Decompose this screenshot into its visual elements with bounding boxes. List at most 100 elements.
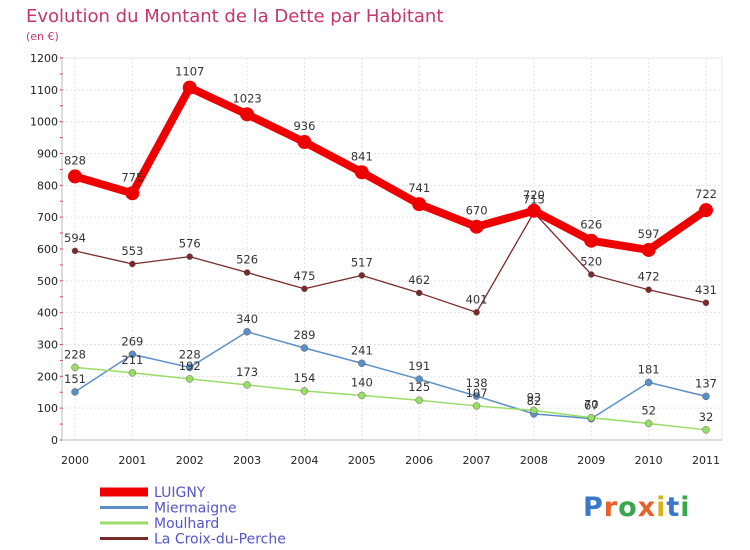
data-point-la-croix-du-perche xyxy=(358,272,366,279)
data-point-moulhard xyxy=(128,369,137,377)
data-point-luigny xyxy=(641,242,656,257)
x-tick-label: 2001 xyxy=(118,454,146,467)
data-label-luigny: 936 xyxy=(293,119,315,133)
data-label-la-croix-du-perche: 576 xyxy=(179,237,201,251)
data-label-miermaigne: 269 xyxy=(121,334,143,348)
data-point-luigny xyxy=(699,203,713,218)
data-point-luigny xyxy=(68,169,82,184)
data-label-luigny: 775 xyxy=(121,170,143,184)
axes: 0 100 200 300 400 500 600 700 800 900 1000 1100 1200… xyxy=(30,52,722,467)
series-line-la-croix-du-perche xyxy=(74,211,707,313)
data-label-miermaigne: 241 xyxy=(351,343,373,357)
proxiti-logo: Proxiti xyxy=(583,492,690,523)
legend-label-la-croix-du-perche: La Croix-du-Perche xyxy=(154,532,286,548)
legend-label-luigny: LUIGNY xyxy=(154,485,206,501)
x-tick-label: 2000 xyxy=(61,454,89,467)
data-point-la-croix-du-perche xyxy=(71,247,79,255)
y-tick-label: 500 xyxy=(37,275,58,288)
data-label-la-croix-du-perche: 401 xyxy=(466,292,488,306)
data-point-miermaigne xyxy=(71,388,79,396)
data-label-moulhard: 211 xyxy=(121,353,143,367)
data-label-moulhard: 173 xyxy=(236,365,258,379)
data-label-miermaigne: 181 xyxy=(638,362,660,376)
data-point-luigny xyxy=(297,135,312,150)
data-point-miermaigne xyxy=(243,328,251,336)
data-label-luigny: 670 xyxy=(466,204,488,218)
data-label-luigny: 720 xyxy=(523,188,545,202)
x-tick-label: 2002 xyxy=(176,454,204,467)
data-labels: 151 269 228 340 289 241 191 138 82 67 181 137 228 211… xyxy=(64,65,717,424)
data-label-miermaigne: 191 xyxy=(408,359,430,373)
y-tick-label: 1100 xyxy=(30,84,58,97)
data-label-la-croix-du-perche: 520 xyxy=(580,254,602,268)
x-tick-label: 2004 xyxy=(290,454,318,467)
series-line-luigny xyxy=(71,83,710,254)
data-label-miermaigne: 67 xyxy=(584,399,599,413)
data-point-miermaigne xyxy=(128,350,137,359)
data-label-moulhard: 125 xyxy=(408,380,430,394)
x-tick-label: 2009 xyxy=(577,454,605,467)
data-label-luigny: 828 xyxy=(64,153,86,167)
y-tick-label: 800 xyxy=(37,179,58,192)
data-label-la-croix-du-perche: 431 xyxy=(695,283,717,297)
data-label-moulhard: 154 xyxy=(293,371,315,385)
data-point-luigny xyxy=(354,165,369,180)
data-label-luigny: 1023 xyxy=(232,91,261,105)
data-label-luigny: 1107 xyxy=(175,65,204,79)
data-label-moulhard: 32 xyxy=(699,410,714,424)
data-point-miermaigne xyxy=(358,359,366,367)
data-point-luigny xyxy=(412,197,427,212)
data-label-la-croix-du-perche: 526 xyxy=(236,253,258,267)
data-label-la-croix-du-perche: 517 xyxy=(351,255,373,269)
data-label-luigny: 741 xyxy=(408,181,430,195)
data-point-moulhard xyxy=(587,414,595,422)
y-tick-label: 1000 xyxy=(30,116,58,129)
data-point-moulhard xyxy=(472,402,481,410)
data-point-la-croix-du-perche xyxy=(301,285,308,292)
series-line-miermaigne xyxy=(74,331,707,420)
x-tick-label: 2008 xyxy=(520,454,548,467)
data-point-la-croix-du-perche xyxy=(129,260,136,268)
chart-subtitle: (en €) xyxy=(26,30,59,43)
data-point-miermaigne xyxy=(300,344,309,352)
data-point-la-croix-du-perche xyxy=(645,286,652,293)
data-point-la-croix-du-perche xyxy=(588,271,595,278)
y-tick-label: 100 xyxy=(37,402,58,415)
x-tick-label: 2010 xyxy=(635,454,663,467)
data-label-moulhard: 228 xyxy=(64,347,86,361)
data-point-la-croix-du-perche xyxy=(473,309,480,316)
data-label-luigny: 597 xyxy=(638,227,660,241)
x-tick-label: 2005 xyxy=(348,454,376,467)
data-label-la-croix-du-perche: 715 xyxy=(523,192,545,206)
data-label-miermaigne: 151 xyxy=(64,372,86,386)
data-label-miermaigne: 137 xyxy=(695,376,717,390)
data-label-moulhard: 52 xyxy=(641,403,656,417)
data-point-luigny xyxy=(240,107,255,122)
data-point-moulhard xyxy=(358,391,366,400)
data-label-la-croix-du-perche: 472 xyxy=(638,270,660,284)
data-label-miermaigne: 289 xyxy=(293,328,315,342)
data-label-luigny: 722 xyxy=(695,187,717,201)
data-point-la-croix-du-perche xyxy=(702,299,710,306)
data-point-luigny xyxy=(469,219,484,234)
y-tick-label: 1200 xyxy=(30,52,58,65)
data-point-luigny xyxy=(182,80,197,95)
data-point-luigny xyxy=(584,233,599,248)
data-point-miermaigne xyxy=(472,392,481,400)
data-point-moulhard xyxy=(530,406,538,415)
data-label-miermaigne: 340 xyxy=(236,312,258,326)
data-label-miermaigne: 138 xyxy=(466,376,488,390)
data-point-la-croix-du-perche xyxy=(415,289,423,297)
data-label-la-croix-du-perche: 553 xyxy=(121,244,143,258)
data-point-moulhard xyxy=(71,363,79,372)
data-point-la-croix-du-perche xyxy=(243,269,251,276)
series-layer xyxy=(68,80,713,434)
y-tick-label: 400 xyxy=(37,307,58,320)
data-point-miermaigne xyxy=(415,375,423,383)
x-tick-label: 2007 xyxy=(463,454,491,467)
data-point-moulhard xyxy=(243,381,251,389)
x-tick-label: 2003 xyxy=(233,454,261,467)
